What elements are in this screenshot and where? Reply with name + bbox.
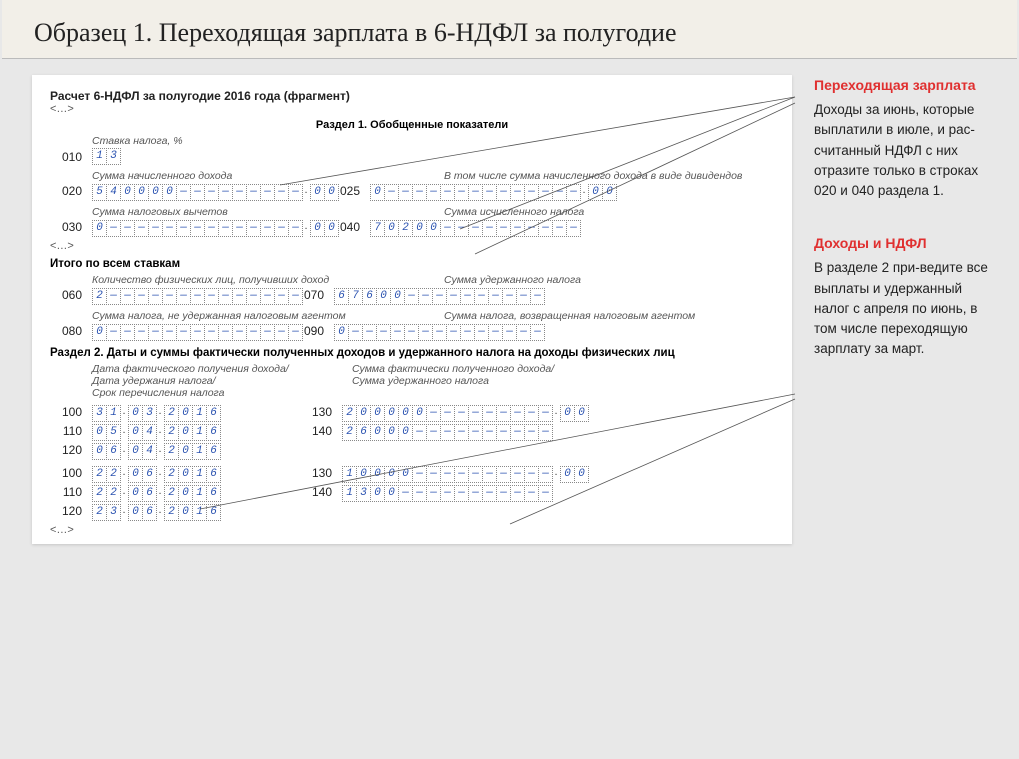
- code-b2-120: 120: [50, 504, 92, 518]
- note1-title: Переходящая зарплата: [814, 75, 992, 96]
- cells-b1-140: 26000——————————: [342, 424, 552, 441]
- cells-070: 67600——————————: [334, 288, 544, 305]
- code-b2-130: 130: [310, 466, 342, 480]
- form-sheet: Расчет 6-НДФЛ за полугодие 2016 года (фр…: [32, 75, 792, 544]
- label-ne-uderzh: Сумма налога, не удержанная налоговым аг…: [92, 310, 412, 322]
- ellipsis-2: <…>: [50, 240, 774, 252]
- cells-b2-130: 10000——————————.00: [342, 466, 588, 483]
- code-070: 070: [302, 288, 334, 302]
- label-date-fact: Дата фактического получения дохода/: [92, 363, 352, 375]
- cells-b1-120: 06.04.2016: [92, 443, 220, 460]
- note2-body: В разделе 2 при-ведите все выплаты и уде…: [814, 258, 992, 359]
- cells-010: 13: [92, 148, 120, 165]
- label-itogo: Итого по всем ставкам: [50, 258, 774, 270]
- cells-040: 70200——————————: [370, 220, 580, 237]
- cells-b2-110: 22.06.2016: [92, 485, 310, 502]
- code-b1-120: 120: [50, 443, 92, 457]
- label-uderzh: Сумма удержанного налога: [444, 274, 774, 286]
- label-date-uderzh: Дата удержания налога/: [92, 375, 352, 387]
- code-040: 040: [338, 220, 370, 234]
- label-summa-fact: Сумма фактически полученного дохода/: [352, 363, 554, 375]
- label-stavka: Ставка налога, %: [92, 135, 774, 147]
- label-srok: Срок перечисления налога: [92, 387, 352, 399]
- form-header: Расчет 6-НДФЛ за полугодие 2016 года (фр…: [50, 89, 774, 103]
- code-b1-100: 100: [50, 405, 92, 419]
- code-060: 060: [50, 288, 92, 302]
- code-b1-110: 110: [50, 424, 92, 438]
- label-summa-uderzh-n: Сумма удержанного налога: [352, 375, 554, 387]
- label-vychetov: Сумма налоговых вычетов: [92, 206, 412, 218]
- code-010: 010: [50, 150, 92, 164]
- label-summa-dohoda: Сумма начисленного дохода: [92, 170, 412, 182]
- cells-020: 540000—————————.00: [92, 184, 338, 201]
- cells-025: 0——————————————.00: [370, 184, 616, 201]
- cells-090: 0——————————————: [334, 324, 544, 341]
- side-notes: Переходящая зарплата Доходы за июнь, кот…: [792, 75, 992, 544]
- cells-b2-140: 1300———————————: [342, 485, 552, 502]
- cells-b2-120: 23.06.2016: [92, 504, 220, 521]
- label-dividends: В том числе сумма начисленного дохода в …: [444, 170, 774, 182]
- cells-b1-100: 31.03.2016: [92, 405, 310, 422]
- section1-title: Раздел 1. Обобщенные показатели: [50, 119, 774, 131]
- ellipsis-3: <…>: [50, 524, 774, 536]
- label-isch-naloga: Сумма исчисленного налога: [444, 206, 774, 218]
- note1-body: Доходы за июнь, которые выплатили в июле…: [814, 100, 992, 201]
- code-080: 080: [50, 324, 92, 338]
- content-wrap: Расчет 6-НДФЛ за полугодие 2016 года (фр…: [0, 59, 1019, 544]
- ellipsis: <…>: [50, 103, 774, 115]
- cells-b1-130: 200000—————————.00: [342, 405, 588, 422]
- note2-title: Доходы и НДФЛ: [814, 233, 992, 254]
- cells-b1-110: 05.04.2016: [92, 424, 310, 441]
- code-090: 090: [302, 324, 334, 338]
- code-b2-110: 110: [50, 485, 92, 499]
- section2-title: Раздел 2. Даты и суммы фактически получе…: [50, 347, 774, 359]
- cells-b2-100: 22.06.2016: [92, 466, 310, 483]
- cells-080: 0——————————————: [92, 324, 302, 341]
- code-025: 025: [338, 184, 370, 198]
- code-b1-140: 140: [310, 424, 342, 438]
- code-b2-100: 100: [50, 466, 92, 480]
- cells-030: 0——————————————.00: [92, 220, 338, 237]
- code-b2-140: 140: [310, 485, 342, 499]
- code-b1-130: 130: [310, 405, 342, 419]
- code-020: 020: [50, 184, 92, 198]
- label-vozvr: Сумма налога, возвращенная налоговым аге…: [444, 310, 774, 322]
- page-title: Образец 1. Переходящая зарплата в 6-НДФЛ…: [2, 0, 1017, 59]
- label-kolvo: Количество физических лиц, получивших до…: [92, 274, 412, 286]
- code-030: 030: [50, 220, 92, 234]
- cells-060: 2——————————————: [92, 288, 302, 305]
